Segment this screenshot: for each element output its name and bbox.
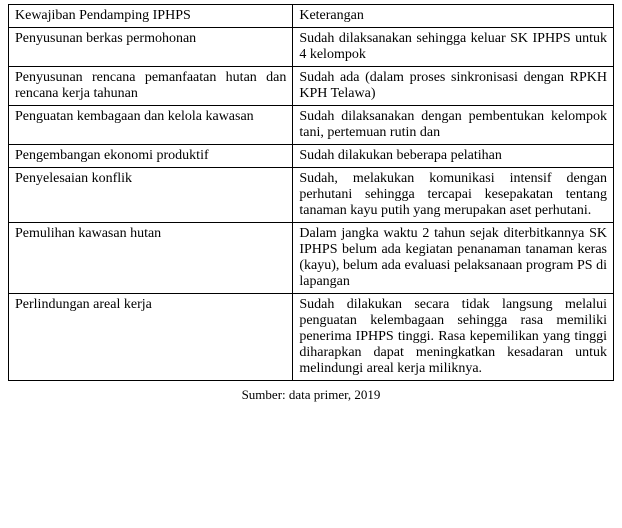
cell-obligation: Penyelesaian konflik bbox=[9, 168, 293, 223]
table-header-row: Kewajiban Pendamping IPHPS Keterangan bbox=[9, 5, 614, 28]
table-row: Pemulihan kawasan hutan Dalam jangka wak… bbox=[9, 223, 614, 294]
cell-obligation: Pengembangan ekonomi produktif bbox=[9, 145, 293, 168]
cell-description: Sudah ada (dalam proses sinkronisasi den… bbox=[293, 67, 614, 106]
cell-obligation: Penguatan kembagaan dan kelola kawasan bbox=[9, 106, 293, 145]
obligations-table: Kewajiban Pendamping IPHPS Keterangan Pe… bbox=[8, 4, 614, 381]
cell-obligation: Penyusunan berkas permohonan bbox=[9, 28, 293, 67]
table-row: Penyelesaian konflik Sudah, melakukan ko… bbox=[9, 168, 614, 223]
cell-description: Dalam jangka waktu 2 tahun sejak diterbi… bbox=[293, 223, 614, 294]
table-row: Perlindungan areal kerja Sudah dilakukan… bbox=[9, 294, 614, 381]
table-row: Penguatan kembagaan dan kelola kawasan S… bbox=[9, 106, 614, 145]
cell-obligation: Pemulihan kawasan hutan bbox=[9, 223, 293, 294]
table-caption: Sumber: data primer, 2019 bbox=[8, 387, 614, 403]
cell-description: Sudah dilaksanakan dengan pembentukan ke… bbox=[293, 106, 614, 145]
table-row: Pengembangan ekonomi produktif Sudah dil… bbox=[9, 145, 614, 168]
header-cell-1: Kewajiban Pendamping IPHPS bbox=[9, 5, 293, 28]
cell-obligation: Penyusunan rencana pemanfaatan hutan dan… bbox=[9, 67, 293, 106]
cell-description: Sudah, melakukan komunikasi intensif den… bbox=[293, 168, 614, 223]
table-row: Penyusunan rencana pemanfaatan hutan dan… bbox=[9, 67, 614, 106]
cell-obligation: Perlindungan areal kerja bbox=[9, 294, 293, 381]
cell-description: Sudah dilakukan secara tidak langsung me… bbox=[293, 294, 614, 381]
header-cell-2: Keterangan bbox=[293, 5, 614, 28]
cell-description: Sudah dilakukan beberapa pelatihan bbox=[293, 145, 614, 168]
cell-description: Sudah dilaksanakan sehingga keluar SK IP… bbox=[293, 28, 614, 67]
table-row: Penyusunan berkas permohonan Sudah dilak… bbox=[9, 28, 614, 67]
